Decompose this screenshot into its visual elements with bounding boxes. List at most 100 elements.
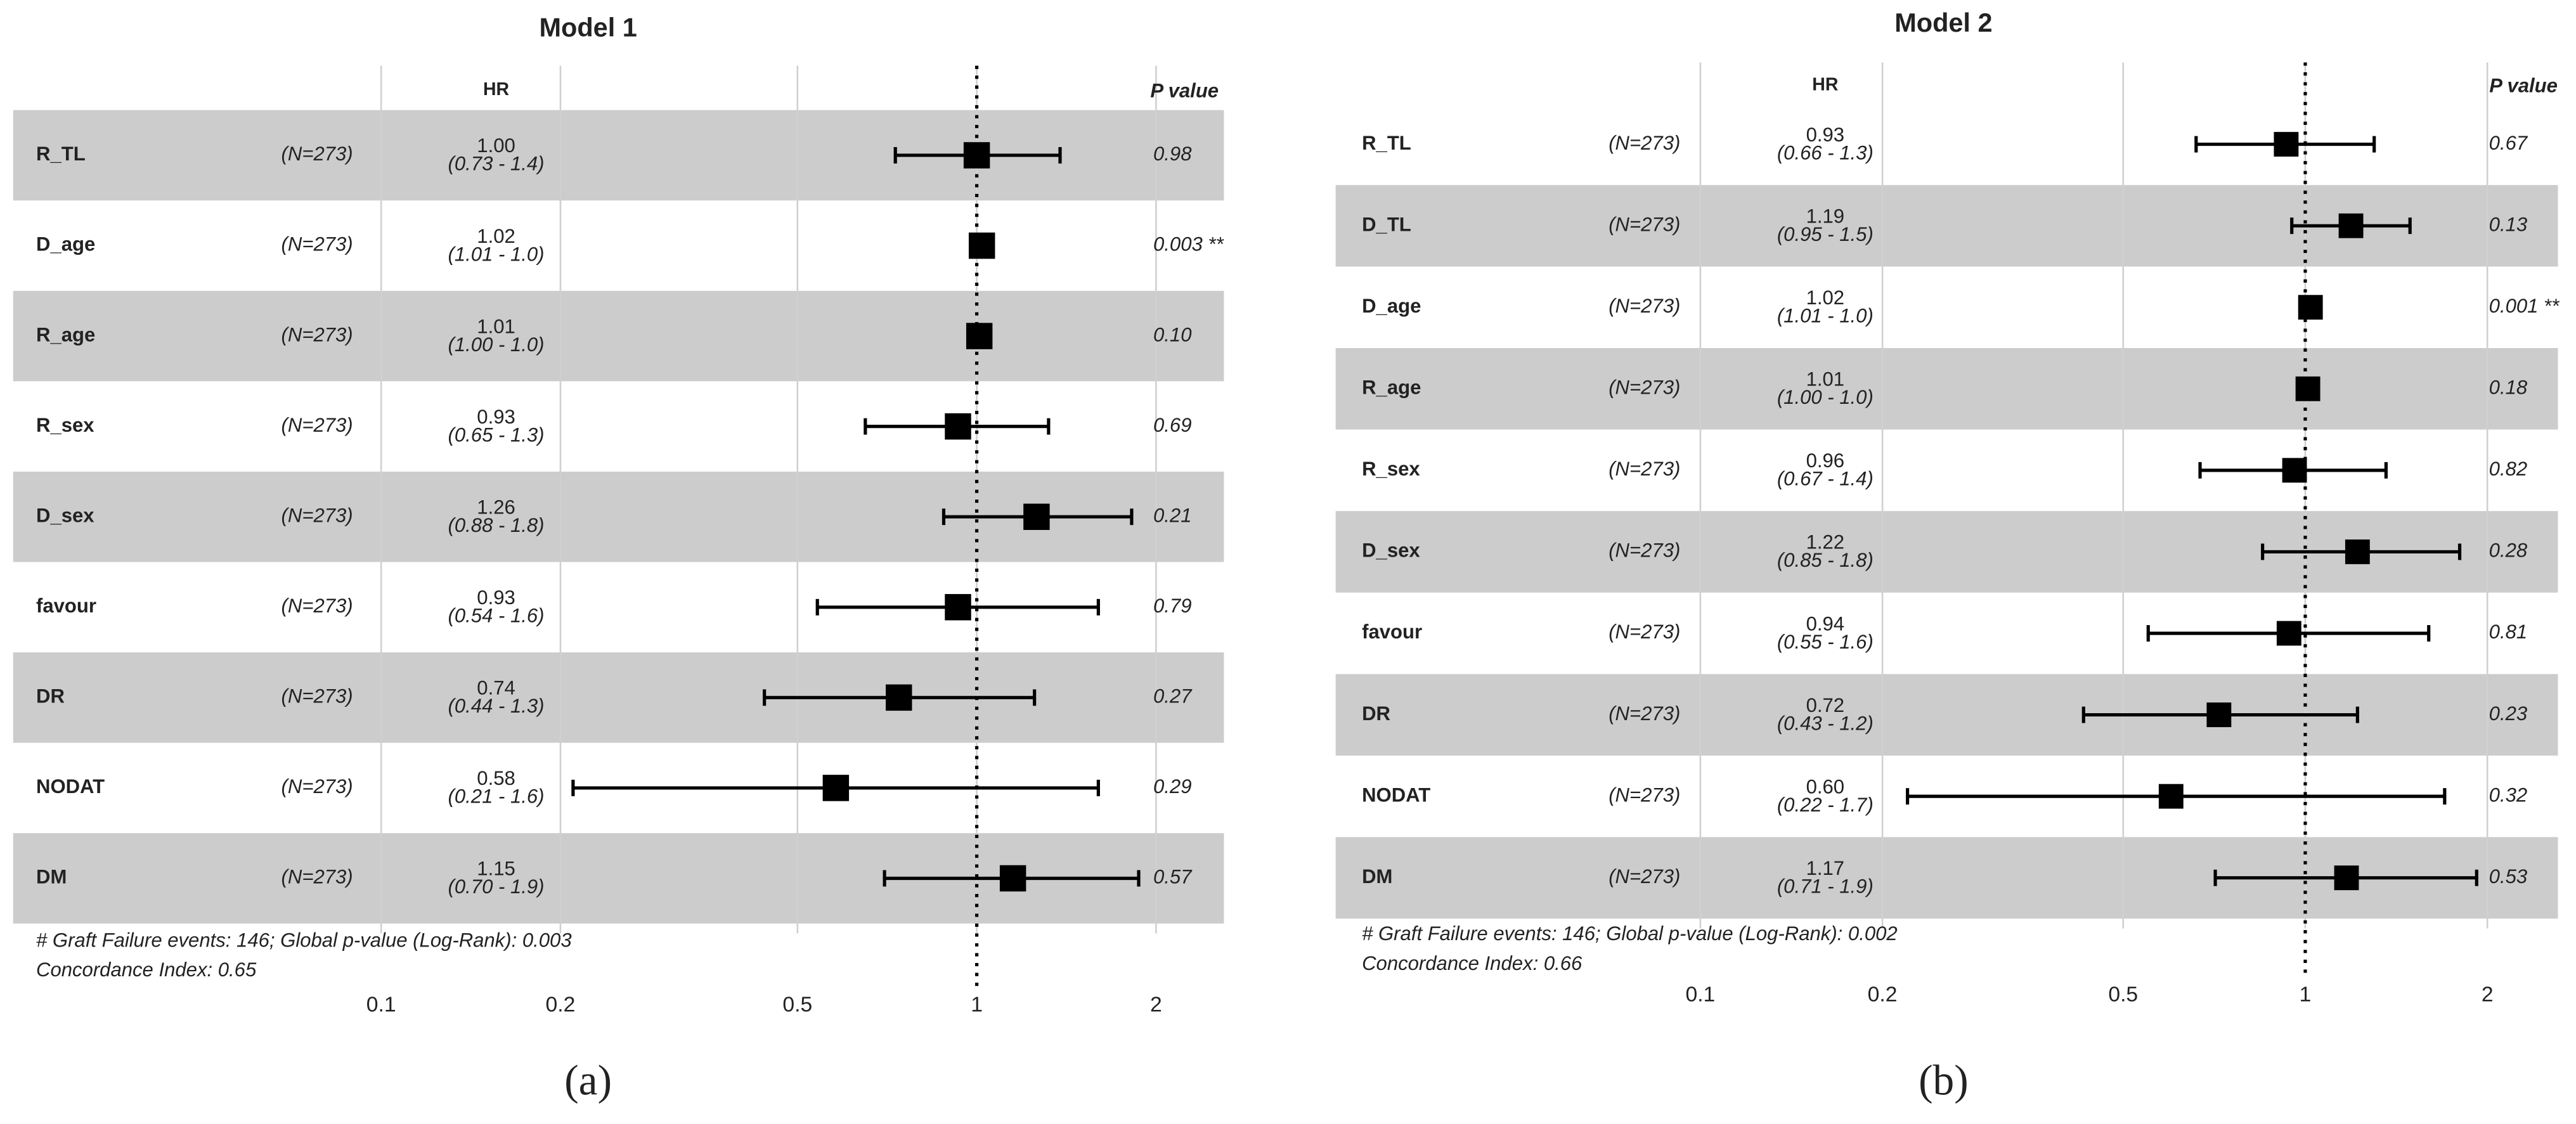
hr-point bbox=[999, 865, 1026, 892]
n-label: (N=273) bbox=[282, 595, 353, 617]
ci-label: (1.00 - 1.0) bbox=[448, 333, 545, 356]
variable-label: D_age bbox=[1362, 295, 1421, 317]
p-label: 0.69 bbox=[1153, 414, 1191, 436]
p-label: 0.98 bbox=[1153, 143, 1192, 165]
x-tick-label: 1 bbox=[971, 993, 983, 1016]
ci-label: (0.65 - 1.3) bbox=[448, 423, 545, 446]
p-label: 0.57 bbox=[1153, 866, 1193, 888]
variable-label: NODAT bbox=[1362, 784, 1430, 806]
hr-header: HR bbox=[483, 79, 509, 100]
hr-label: 0.93 bbox=[477, 586, 515, 609]
n-label: (N=273) bbox=[1608, 702, 1680, 725]
p-label: 0.21 bbox=[1153, 504, 1191, 526]
hr-label: 0.60 bbox=[1806, 775, 1844, 798]
variable-label: R_age bbox=[1362, 377, 1421, 399]
n-label: (N=273) bbox=[1608, 539, 1680, 562]
hr-label: 1.00 bbox=[477, 134, 515, 157]
hr-point bbox=[886, 684, 912, 711]
hr-label: 1.01 bbox=[1806, 368, 1844, 391]
ci-label: (0.71 - 1.9) bbox=[1777, 875, 1874, 897]
ci-label: (1.01 - 1.0) bbox=[1777, 304, 1874, 326]
hr-point bbox=[968, 232, 995, 259]
footnote: Concordance Index: 0.66 bbox=[1362, 952, 1582, 974]
hr-label: 1.02 bbox=[477, 225, 515, 247]
hr-point bbox=[2276, 621, 2301, 646]
x-tick-label: 2 bbox=[2482, 983, 2494, 1007]
x-tick-label: 0.5 bbox=[2108, 983, 2138, 1007]
ci-label: (0.88 - 1.8) bbox=[448, 514, 545, 536]
hr-label: 0.74 bbox=[477, 677, 515, 699]
hr-point bbox=[963, 142, 990, 169]
hr-label: 1.15 bbox=[477, 858, 515, 880]
n-label: (N=273) bbox=[1608, 458, 1680, 480]
panel-label: (b) bbox=[1919, 1056, 1969, 1104]
hr-label: 0.94 bbox=[1806, 612, 1844, 635]
ci-label: (0.21 - 1.6) bbox=[448, 785, 545, 808]
p-label: 0.29 bbox=[1153, 775, 1191, 798]
p-label: 0.81 bbox=[2489, 621, 2527, 643]
p-label: 0.18 bbox=[2489, 377, 2528, 399]
p-label: 0.67 bbox=[2489, 132, 2528, 154]
p-header: P value bbox=[2489, 75, 2558, 97]
n-label: (N=273) bbox=[282, 866, 353, 888]
p-label: 0.003 ** bbox=[1153, 233, 1224, 255]
ci-label: (0.70 - 1.9) bbox=[448, 875, 545, 898]
hr-point bbox=[1023, 503, 1050, 530]
variable-label: DR bbox=[36, 685, 65, 707]
chart-title: Model 1 bbox=[539, 13, 637, 42]
row-band bbox=[1335, 674, 2558, 756]
variable-label: favour bbox=[1362, 621, 1422, 643]
hr-label: 1.19 bbox=[1806, 205, 1844, 227]
hr-point bbox=[2274, 132, 2299, 157]
n-label: (N=273) bbox=[282, 504, 353, 526]
variable-label: R_TL bbox=[1362, 132, 1411, 154]
row-band bbox=[13, 290, 1224, 382]
ci-label: (0.22 - 1.7) bbox=[1777, 794, 1874, 816]
row-band bbox=[1335, 348, 2558, 430]
n-label: (N=273) bbox=[1608, 865, 1680, 888]
n-label: (N=273) bbox=[1608, 621, 1680, 643]
ci-label: (0.43 - 1.2) bbox=[1777, 712, 1874, 734]
x-tick-label: 0.1 bbox=[366, 993, 396, 1016]
hr-point bbox=[966, 323, 993, 349]
x-tick-label: 1 bbox=[2300, 983, 2312, 1007]
footnote: Concordance Index: 0.65 bbox=[36, 959, 257, 981]
p-label: 0.28 bbox=[2489, 539, 2528, 562]
p-label: 0.32 bbox=[2489, 784, 2527, 806]
ci-label: (0.95 - 1.5) bbox=[1777, 223, 1874, 245]
footnote: # Graft Failure events: 146; Global p-va… bbox=[1362, 922, 1898, 945]
hr-label: 0.93 bbox=[1806, 124, 1844, 146]
n-label: (N=273) bbox=[282, 414, 353, 436]
n-label: (N=273) bbox=[282, 775, 353, 798]
variable-label: R_sex bbox=[1362, 458, 1420, 480]
hr-point bbox=[2295, 376, 2320, 401]
ci-label: (0.54 - 1.6) bbox=[448, 605, 545, 627]
hr-label: 1.26 bbox=[477, 496, 515, 518]
variable-label: DR bbox=[1362, 702, 1390, 725]
ci-label: (0.66 - 1.3) bbox=[1777, 141, 1874, 164]
variable-label: DM bbox=[1362, 865, 1392, 888]
hr-point bbox=[2282, 458, 2307, 483]
variable-label: D_age bbox=[36, 233, 95, 255]
hr-point bbox=[945, 594, 971, 621]
hr-label: 0.93 bbox=[477, 406, 515, 428]
ci-label: (0.85 - 1.8) bbox=[1777, 549, 1874, 571]
hr-point bbox=[2345, 539, 2370, 564]
hr-point bbox=[822, 775, 850, 801]
x-tick-label: 0.2 bbox=[546, 993, 576, 1016]
hr-header: HR bbox=[1812, 74, 1838, 94]
p-label: 0.27 bbox=[1153, 685, 1193, 707]
chart-title: Model 2 bbox=[1894, 8, 1992, 37]
hr-point bbox=[2298, 295, 2323, 320]
hr-label: 0.58 bbox=[477, 767, 515, 789]
n-label: (N=273) bbox=[1608, 213, 1680, 235]
ci-label: (0.73 - 1.4) bbox=[448, 153, 545, 175]
hr-label: 1.17 bbox=[1806, 857, 1844, 879]
variable-label: favour bbox=[36, 595, 96, 617]
p-label: 0.001 ** bbox=[2489, 295, 2560, 317]
p-label: 0.10 bbox=[1153, 323, 1192, 346]
hr-label: 1.22 bbox=[1806, 531, 1844, 553]
p-label: 0.23 bbox=[2489, 702, 2528, 725]
hr-point bbox=[945, 413, 971, 440]
